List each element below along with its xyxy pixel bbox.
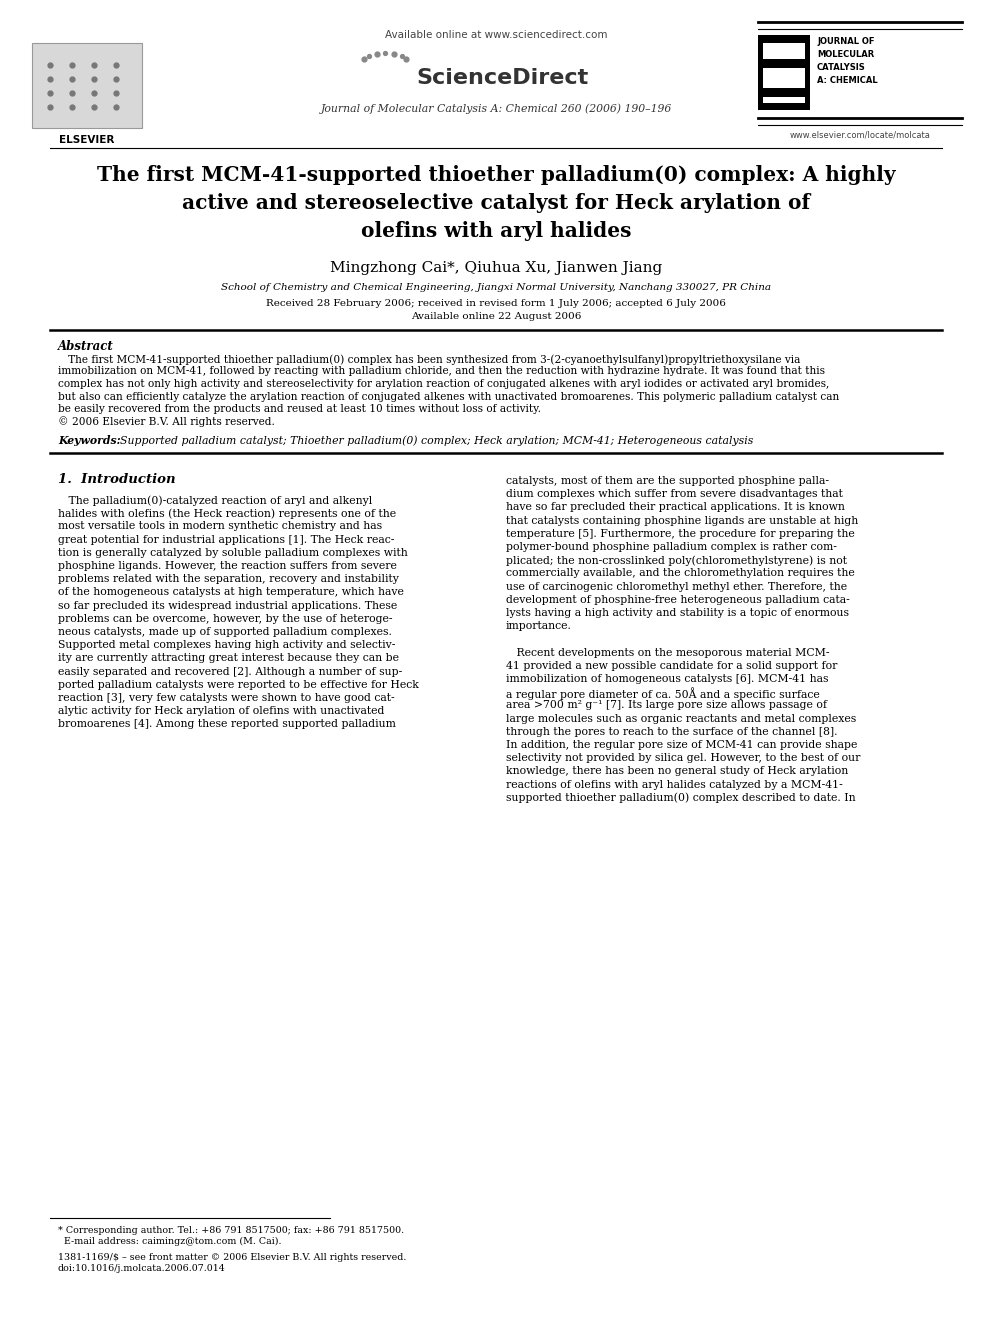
Text: polymer-bound phosphine palladium complex is rather com-: polymer-bound phosphine palladium comple…: [506, 542, 837, 552]
Text: problems related with the separation, recovery and instability: problems related with the separation, re…: [58, 574, 399, 585]
Text: doi:10.1016/j.molcata.2006.07.014: doi:10.1016/j.molcata.2006.07.014: [58, 1263, 226, 1273]
Text: bromoarenes [4]. Among these reported supported palladium: bromoarenes [4]. Among these reported su…: [58, 720, 396, 729]
Text: E-mail address: caimingz@tom.com (M. Cai).: E-mail address: caimingz@tom.com (M. Cai…: [58, 1237, 282, 1246]
Text: plicated; the non-crosslinked poly(chloromethylstyrene) is not: plicated; the non-crosslinked poly(chlor…: [506, 556, 847, 566]
Text: Available online 22 August 2006: Available online 22 August 2006: [411, 312, 581, 321]
Text: Received 28 February 2006; received in revised form 1 July 2006; accepted 6 July: Received 28 February 2006; received in r…: [266, 299, 726, 308]
Text: Recent developments on the mesoporous material MCM-: Recent developments on the mesoporous ma…: [506, 647, 829, 658]
Text: have so far precluded their practical applications. It is known: have so far precluded their practical ap…: [506, 503, 845, 512]
Text: knowledge, there has been no general study of Heck arylation: knowledge, there has been no general stu…: [506, 766, 848, 777]
Text: halides with olefins (the Heck reaction) represents one of the: halides with olefins (the Heck reaction)…: [58, 508, 396, 519]
Text: www.elsevier.com/locate/molcata: www.elsevier.com/locate/molcata: [790, 130, 930, 139]
Text: phosphine ligands. However, the reaction suffers from severe: phosphine ligands. However, the reaction…: [58, 561, 397, 572]
Text: catalysts, most of them are the supported phosphine palla-: catalysts, most of them are the supporte…: [506, 476, 829, 486]
Text: The first MCM-41-supported thioether palladium(0) complex: A highly: The first MCM-41-supported thioether pal…: [97, 165, 895, 185]
Text: School of Chemistry and Chemical Engineering, Jiangxi Normal University, Nanchan: School of Chemistry and Chemical Enginee…: [221, 283, 771, 292]
Text: Keywords:: Keywords:: [58, 435, 121, 446]
Text: tion is generally catalyzed by soluble palladium complexes with: tion is generally catalyzed by soluble p…: [58, 548, 408, 558]
Text: alytic activity for Heck arylation of olefins with unactivated: alytic activity for Heck arylation of ol…: [58, 706, 384, 716]
Text: lysts having a high activity and stability is a topic of enormous: lysts having a high activity and stabili…: [506, 609, 849, 618]
Text: development of phosphine-free heterogeneous palladium cata-: development of phosphine-free heterogene…: [506, 595, 850, 605]
Bar: [32, 44, 142, 128]
Text: use of carcinogenic chloromethyl methyl ether. Therefore, the: use of carcinogenic chloromethyl methyl …: [506, 582, 847, 591]
Text: Supported metal complexes having high activity and selectiv-: Supported metal complexes having high ac…: [58, 640, 396, 650]
Text: large molecules such as organic reactants and metal complexes: large molecules such as organic reactant…: [506, 713, 856, 724]
Bar: [758, 34, 810, 110]
Text: ity are currently attracting great interest because they can be: ity are currently attracting great inter…: [58, 654, 399, 663]
Text: Supported palladium catalyst; Thioether palladium(0) complex; Heck arylation; MC: Supported palladium catalyst; Thioether …: [113, 435, 753, 446]
Text: reactions of olefins with aryl halides catalyzed by a MCM-41-: reactions of olefins with aryl halides c…: [506, 779, 843, 790]
Bar: [763, 44, 805, 103]
Text: through the pores to reach to the surface of the channel [8].: through the pores to reach to the surfac…: [506, 726, 837, 737]
Text: complex has not only high activity and stereoselectivity for arylation reaction : complex has not only high activity and s…: [58, 378, 829, 389]
Text: easily separated and recovered [2]. Although a number of sup-: easily separated and recovered [2]. Alth…: [58, 667, 402, 676]
Text: ScienceDirect: ScienceDirect: [416, 67, 588, 89]
Text: a regular pore diameter of ca. 50Å and a specific surface: a regular pore diameter of ca. 50Å and a…: [506, 687, 819, 700]
Text: temperature [5]. Furthermore, the procedure for preparing the: temperature [5]. Furthermore, the proced…: [506, 529, 855, 538]
Text: of the homogeneous catalysts at high temperature, which have: of the homogeneous catalysts at high tem…: [58, 587, 404, 598]
Text: that catalysts containing phosphine ligands are unstable at high: that catalysts containing phosphine liga…: [506, 516, 858, 525]
Text: immobilization of homogeneous catalysts [6]. MCM-41 has: immobilization of homogeneous catalysts …: [506, 673, 828, 684]
Text: problems can be overcome, however, by the use of heteroge-: problems can be overcome, however, by th…: [58, 614, 393, 624]
Text: The palladium(0)-catalyzed reaction of aryl and alkenyl: The palladium(0)-catalyzed reaction of a…: [58, 495, 372, 505]
Text: commercially available, and the chloromethylation requires the: commercially available, and the chlorome…: [506, 569, 855, 578]
Text: In addition, the regular pore size of MCM-41 can provide shape: In addition, the regular pore size of MC…: [506, 740, 857, 750]
Text: ELSEVIER: ELSEVIER: [60, 135, 115, 146]
Text: great potential for industrial applications [1]. The Heck reac-: great potential for industrial applicati…: [58, 534, 395, 545]
Text: supported thioether palladium(0) complex described to date. In: supported thioether palladium(0) complex…: [506, 792, 856, 803]
Text: reaction [3], very few catalysts were shown to have good cat-: reaction [3], very few catalysts were sh…: [58, 693, 395, 703]
Text: importance.: importance.: [506, 622, 571, 631]
Text: 41 provided a new possible candidate for a solid support for: 41 provided a new possible candidate for…: [506, 660, 837, 671]
Text: Mingzhong Cai*, Qiuhua Xu, Jianwen Jiang: Mingzhong Cai*, Qiuhua Xu, Jianwen Jiang: [330, 261, 662, 275]
Text: Journal of Molecular Catalysis A: Chemical 260 (2006) 190–196: Journal of Molecular Catalysis A: Chemic…: [320, 103, 672, 114]
Text: ported palladium catalysts were reported to be effective for Heck: ported palladium catalysts were reported…: [58, 680, 419, 689]
Text: Abstract: Abstract: [58, 340, 114, 353]
Text: neous catalysts, made up of supported palladium complexes.: neous catalysts, made up of supported pa…: [58, 627, 392, 636]
Text: immobilization on MCM-41, followed by reacting with palladium chloride, and then: immobilization on MCM-41, followed by re…: [58, 366, 825, 377]
Bar: [763, 60, 805, 67]
Text: dium complexes which suffer from severe disadvantages that: dium complexes which suffer from severe …: [506, 490, 843, 499]
Text: * Corresponding author. Tel.: +86 791 8517500; fax: +86 791 8517500.: * Corresponding author. Tel.: +86 791 85…: [58, 1226, 404, 1234]
Bar: [763, 89, 805, 97]
Text: © 2006 Elsevier B.V. All rights reserved.: © 2006 Elsevier B.V. All rights reserved…: [58, 417, 275, 427]
Text: The first MCM-41-supported thioether palladium(0) complex has been synthesized f: The first MCM-41-supported thioether pal…: [58, 355, 801, 365]
Text: active and stereoselective catalyst for Heck arylation of: active and stereoselective catalyst for …: [182, 193, 810, 213]
Text: area >700 m² g⁻¹ [7]. Its large pore size allows passage of: area >700 m² g⁻¹ [7]. Its large pore siz…: [506, 700, 827, 710]
Text: JOURNAL OF
MOLECULAR
CATALYSIS
A: CHEMICAL: JOURNAL OF MOLECULAR CATALYSIS A: CHEMIC…: [817, 37, 878, 85]
Text: but also can efficiently catalyze the arylation reaction of conjugated alkenes w: but also can efficiently catalyze the ar…: [58, 392, 839, 401]
Text: Available online at www.sciencedirect.com: Available online at www.sciencedirect.co…: [385, 30, 607, 40]
Text: be easily recovered from the products and reused at least 10 times without loss : be easily recovered from the products an…: [58, 404, 541, 414]
Text: so far precluded its widespread industrial applications. These: so far precluded its widespread industri…: [58, 601, 397, 611]
Text: olefins with aryl halides: olefins with aryl halides: [361, 221, 631, 241]
Text: 1381-1169/$ – see front matter © 2006 Elsevier B.V. All rights reserved.: 1381-1169/$ – see front matter © 2006 El…: [58, 1253, 407, 1262]
Text: 1.  Introduction: 1. Introduction: [58, 474, 176, 486]
Text: selectivity not provided by silica gel. However, to the best of our: selectivity not provided by silica gel. …: [506, 753, 860, 763]
Text: most versatile tools in modern synthetic chemistry and has: most versatile tools in modern synthetic…: [58, 521, 382, 532]
